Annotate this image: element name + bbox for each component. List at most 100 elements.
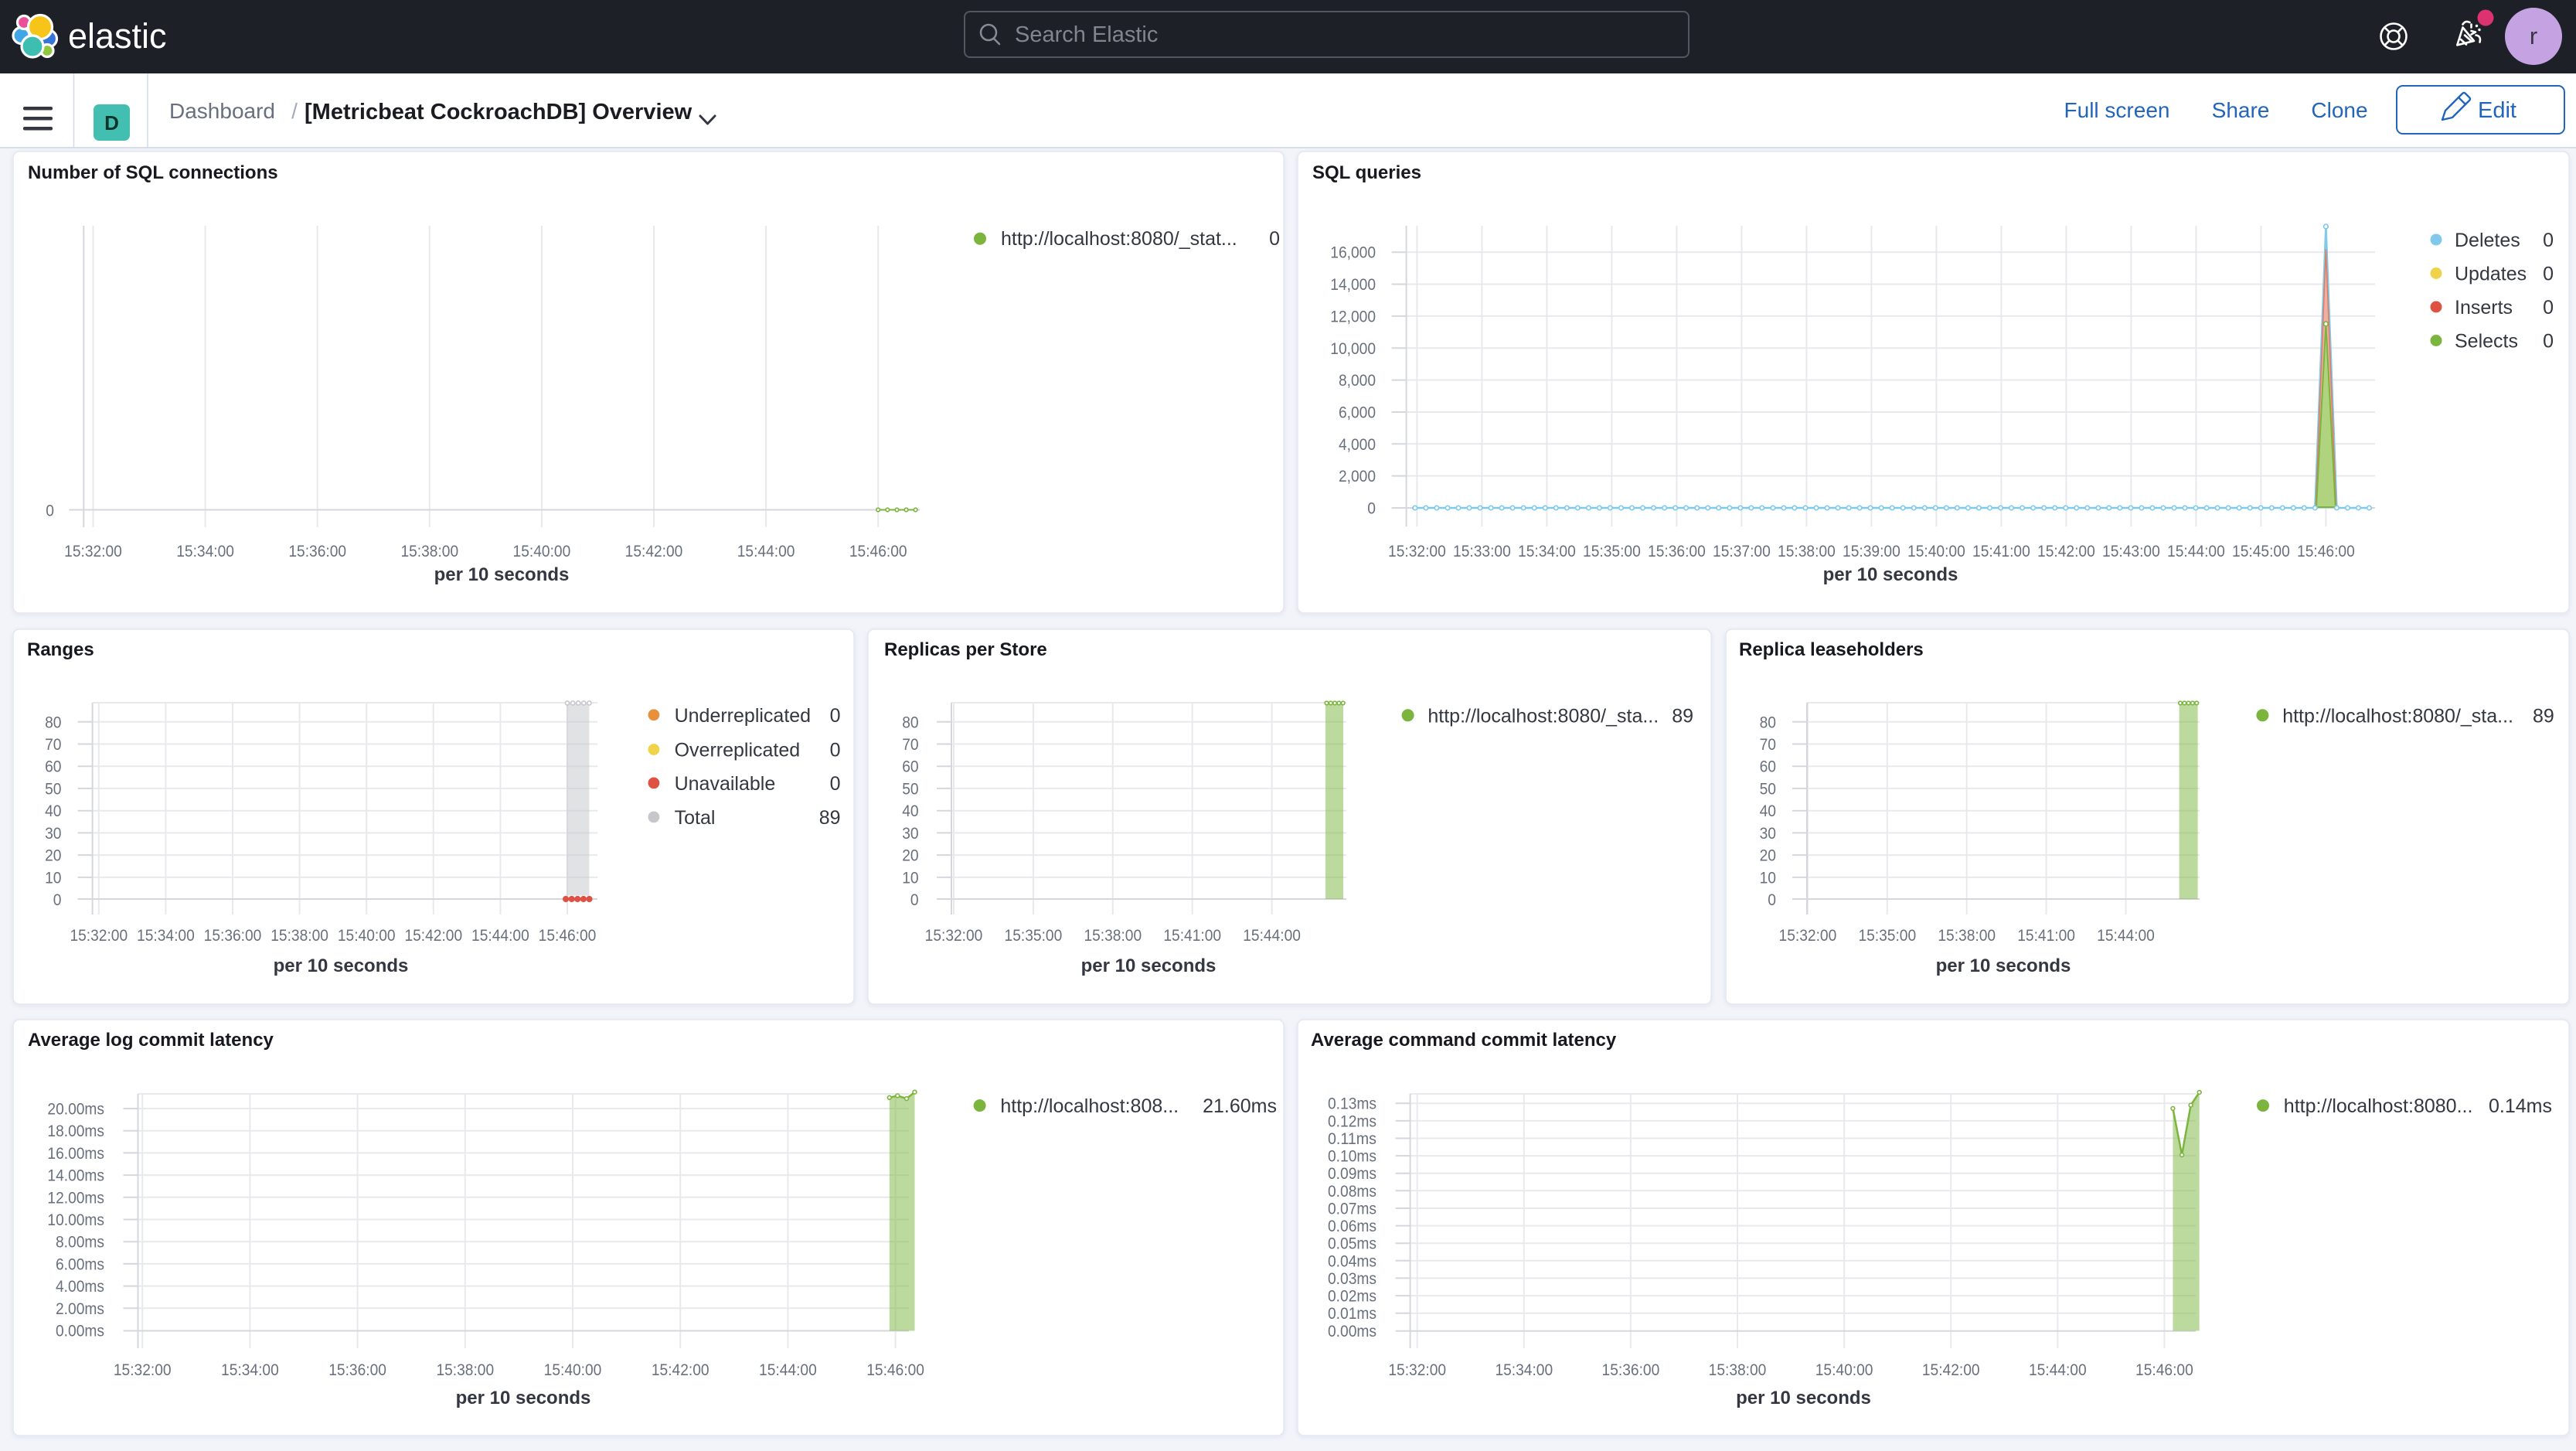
svg-text:http://localhost:8080...: http://localhost:8080... [2284,1095,2473,1117]
svg-text:15:34:00: 15:34:00 [221,1361,279,1379]
svg-text:elastic: elastic [68,16,167,56]
svg-text:2,000: 2,000 [1339,468,1376,485]
svg-text:10.00ms: 10.00ms [47,1211,104,1229]
svg-text:0: 0 [830,705,841,727]
svg-text:per 10 seconds: per 10 seconds [434,564,570,585]
svg-text:18.00ms: 18.00ms [47,1122,104,1140]
svg-text:0.01ms: 0.01ms [1328,1305,1376,1323]
svg-text:0: 0 [830,740,841,761]
svg-text:0: 0 [910,891,919,909]
svg-text:/: / [291,99,298,123]
svg-text:16.00ms: 16.00ms [47,1145,104,1163]
svg-text:r: r [2530,22,2537,49]
svg-text:15:44:00: 15:44:00 [759,1361,817,1379]
svg-text:15:42:00: 15:42:00 [1922,1361,1980,1379]
svg-text:0.00ms: 0.00ms [1328,1323,1376,1340]
svg-text:0.04ms: 0.04ms [1328,1252,1376,1270]
svg-text:15:36:00: 15:36:00 [204,927,262,945]
svg-text:0.05ms: 0.05ms [1328,1235,1376,1253]
svg-text:15:40:00: 15:40:00 [544,1361,602,1379]
svg-text:15:42:00: 15:42:00 [404,927,462,945]
svg-text:15:44:00: 15:44:00 [471,927,529,945]
svg-text:20.00ms: 20.00ms [47,1101,104,1119]
svg-text:http://localhost:808...: http://localhost:808... [1000,1095,1179,1117]
svg-text:50: 50 [902,780,918,798]
svg-text:0: 0 [2543,297,2554,318]
svg-text:15:34:00: 15:34:00 [137,927,195,945]
svg-text:0.06ms: 0.06ms [1328,1218,1376,1235]
svg-text:0.00ms: 0.00ms [56,1323,104,1340]
svg-text:6.00ms: 6.00ms [56,1255,104,1273]
svg-text:14.00ms: 14.00ms [47,1167,104,1185]
svg-text:15:34:00: 15:34:00 [1518,543,1576,560]
svg-text:15:44:00: 15:44:00 [1243,927,1301,945]
svg-text:15:38:00: 15:38:00 [400,543,458,560]
svg-text:http://localhost:8080/_sta...: http://localhost:8080/_sta... [1428,705,1659,727]
svg-text:0: 0 [46,502,54,520]
svg-text:15:40:00: 15:40:00 [1815,1361,1873,1379]
svg-text:20: 20 [902,847,918,865]
svg-text:16,000: 16,000 [1330,244,1376,262]
svg-text:15:36:00: 15:36:00 [1602,1361,1660,1379]
svg-text:15:45:00: 15:45:00 [2232,543,2290,560]
svg-text:50: 50 [45,780,61,798]
svg-text:20: 20 [1760,847,1776,865]
svg-text:0: 0 [830,773,841,795]
svg-text:15:38:00: 15:38:00 [1084,927,1142,945]
svg-text:89: 89 [1672,705,1693,727]
svg-text:0.09ms: 0.09ms [1328,1165,1376,1183]
svg-text:15:44:00: 15:44:00 [2097,927,2155,945]
svg-text:89: 89 [2533,705,2554,727]
svg-text:15:38:00: 15:38:00 [1778,543,1836,560]
svg-text:15:35:00: 15:35:00 [1858,927,1916,945]
svg-text:0.14ms: 0.14ms [2489,1095,2552,1117]
svg-text:15:35:00: 15:35:00 [1005,927,1063,945]
svg-text:per 10 seconds: per 10 seconds [1823,564,1958,585]
svg-text:0.10ms: 0.10ms [1328,1148,1376,1166]
svg-text:Selects: Selects [2455,331,2518,353]
svg-text:15:40:00: 15:40:00 [513,543,571,560]
svg-text:15:42:00: 15:42:00 [652,1361,710,1379]
svg-text:30: 30 [902,825,918,843]
svg-text:15:35:00: 15:35:00 [1583,543,1641,560]
svg-text:Replica leaseholders: Replica leaseholders [1739,639,1924,660]
svg-text:10: 10 [1760,869,1776,887]
svg-text:6,000: 6,000 [1339,404,1376,422]
svg-text:10: 10 [902,869,918,887]
svg-text:15:46:00: 15:46:00 [849,543,907,560]
svg-text:50: 50 [1760,780,1776,798]
svg-text:0: 0 [1768,891,1776,909]
svg-text:10,000: 10,000 [1330,340,1376,358]
svg-text:15:34:00: 15:34:00 [1495,1361,1553,1379]
svg-text:15:38:00: 15:38:00 [1938,927,1996,945]
svg-text:15:32:00: 15:32:00 [70,927,128,945]
svg-text:0.03ms: 0.03ms [1328,1270,1376,1288]
svg-text:30: 30 [1760,825,1776,843]
svg-text:0: 0 [2543,331,2554,353]
svg-text:70: 70 [1760,736,1776,754]
svg-text:15:38:00: 15:38:00 [271,927,328,945]
svg-text:15:42:00: 15:42:00 [625,543,683,560]
svg-text:Underreplicated: Underreplicated [675,705,812,727]
svg-text:0.13ms: 0.13ms [1328,1095,1376,1113]
svg-text:15:43:00: 15:43:00 [2102,543,2160,560]
svg-text:0.08ms: 0.08ms [1328,1183,1376,1201]
svg-text:14,000: 14,000 [1330,276,1376,294]
svg-text:21.60ms: 21.60ms [1203,1095,1277,1117]
svg-text:0: 0 [53,891,62,909]
svg-text:15:46:00: 15:46:00 [866,1361,924,1379]
svg-text:http://localhost:8080/_stat...: http://localhost:8080/_stat... [1001,228,1237,250]
svg-text:10: 10 [45,869,61,887]
svg-text:15:32:00: 15:32:00 [64,543,122,560]
svg-text:0: 0 [2543,264,2554,285]
svg-text:15:32:00: 15:32:00 [925,927,983,945]
svg-text:12.00ms: 12.00ms [47,1189,104,1207]
svg-text:80: 80 [902,714,918,731]
svg-text:12,000: 12,000 [1330,308,1376,325]
svg-text:4,000: 4,000 [1339,436,1376,454]
svg-text:Average log commit latency: Average log commit latency [28,1030,274,1051]
svg-text:15:46:00: 15:46:00 [2135,1361,2193,1379]
svg-text:15:46:00: 15:46:00 [539,927,597,945]
svg-text:0.12ms: 0.12ms [1328,1112,1376,1130]
svg-text:4.00ms: 4.00ms [56,1278,104,1296]
